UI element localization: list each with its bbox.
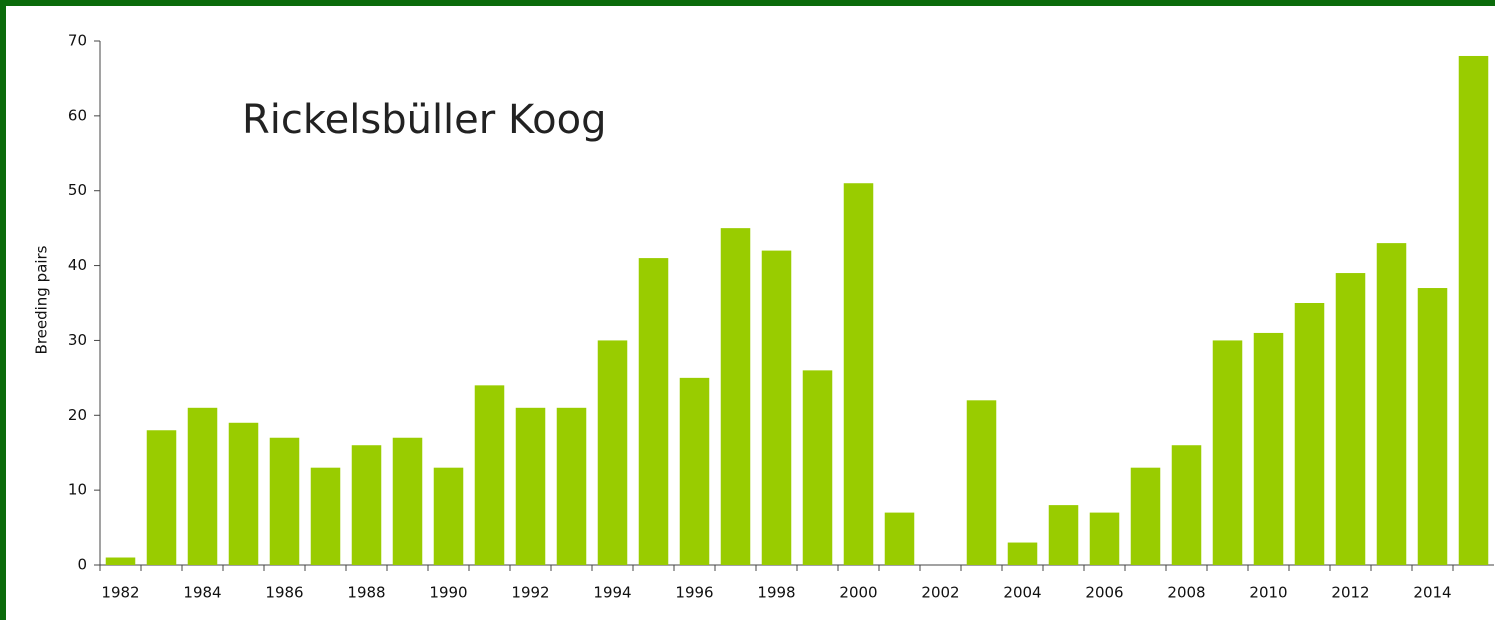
- y-tick-label: 60: [68, 106, 87, 124]
- bar: [556, 407, 587, 565]
- bar: [843, 183, 874, 565]
- bar: [966, 400, 997, 565]
- bar: [474, 385, 505, 565]
- x-tick-label: 1986: [265, 584, 303, 602]
- bar: [720, 228, 751, 565]
- bar: [1253, 332, 1284, 565]
- bar: [679, 377, 710, 565]
- y-tick-label: 50: [68, 181, 87, 199]
- bar: [884, 512, 915, 565]
- bar: [1458, 55, 1489, 565]
- x-tick-label: 1992: [511, 584, 549, 602]
- bar: [1212, 340, 1243, 565]
- bar: [351, 445, 382, 565]
- bar: [1335, 273, 1366, 565]
- y-tick-label: 70: [68, 32, 87, 50]
- x-tick-label: 1990: [429, 584, 467, 602]
- x-tick-label: 2010: [1249, 584, 1287, 602]
- x-tick-label: 1984: [183, 584, 221, 602]
- bar: [310, 467, 341, 565]
- x-tick-label: 1996: [675, 584, 713, 602]
- y-tick-label: 10: [68, 481, 87, 499]
- bar: [638, 258, 669, 565]
- bar: [1294, 303, 1325, 565]
- bar: [802, 370, 833, 565]
- bar: [392, 437, 423, 565]
- bar: [1089, 512, 1120, 565]
- bar: [1171, 445, 1202, 565]
- x-tick-label: 2004: [1003, 584, 1041, 602]
- bar: [1376, 243, 1407, 565]
- bar: [433, 467, 464, 565]
- x-tick-label: 2006: [1085, 584, 1123, 602]
- y-tick-label: 20: [68, 406, 87, 424]
- bar: [1007, 542, 1038, 565]
- bar: [146, 430, 177, 565]
- x-tick-label: 1994: [593, 584, 631, 602]
- bar: [515, 407, 546, 565]
- x-tick-label: 2012: [1331, 584, 1369, 602]
- x-tick-label: 1982: [101, 584, 139, 602]
- y-tick-label: 30: [68, 331, 87, 349]
- x-tick-label: 2008: [1167, 584, 1205, 602]
- x-tick-label: 1998: [757, 584, 795, 602]
- y-tick-label: 0: [77, 556, 87, 574]
- y-axis-label: Breeding pairs: [33, 245, 51, 354]
- bar: [1417, 288, 1448, 565]
- x-tick-label: 2002: [921, 584, 959, 602]
- bar: [1048, 505, 1079, 565]
- bar: [1130, 467, 1161, 565]
- x-tick-label: 2000: [839, 584, 877, 602]
- chart-title: Rickelsbüller Koog: [242, 97, 607, 143]
- bar: [187, 407, 218, 565]
- y-tick-label: 40: [68, 256, 87, 274]
- bar: [269, 437, 300, 565]
- bar: [761, 250, 792, 565]
- bar: [597, 340, 628, 565]
- bar: [228, 422, 259, 565]
- x-tick-label: 2014: [1413, 584, 1451, 602]
- x-tick-label: 1988: [347, 584, 385, 602]
- bar: [105, 557, 136, 565]
